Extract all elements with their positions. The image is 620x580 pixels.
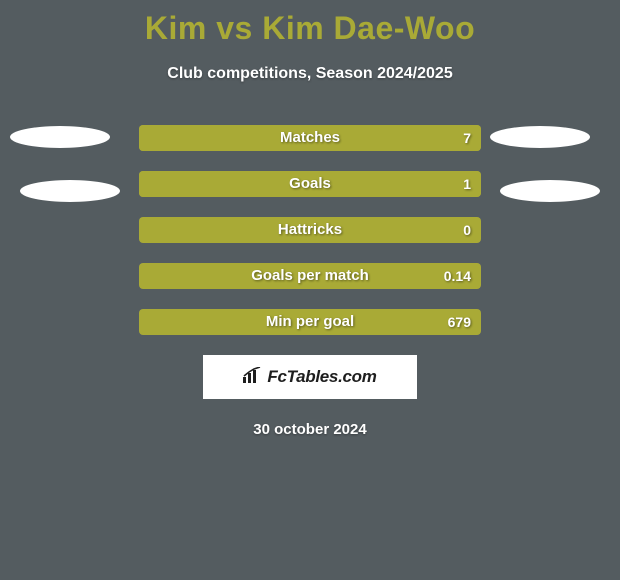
brand-label: FcTables.com bbox=[243, 367, 376, 388]
page-title: Kim vs Kim Dae-Woo bbox=[0, 0, 620, 47]
stat-value-right: 1 bbox=[463, 171, 471, 197]
comparison-card: Kim vs Kim Dae-Woo Club competitions, Se… bbox=[0, 0, 620, 580]
brand-box: FcTables.com bbox=[203, 355, 417, 399]
stat-label: Goals bbox=[139, 171, 481, 197]
stat-row: Hattricks 0 bbox=[139, 217, 481, 243]
chart-icon bbox=[243, 367, 263, 388]
stat-label: Matches bbox=[139, 125, 481, 151]
stat-row: Min per goal 679 bbox=[139, 309, 481, 335]
stat-label: Goals per match bbox=[139, 263, 481, 289]
stat-row: Goals 1 bbox=[139, 171, 481, 197]
stat-label: Hattricks bbox=[139, 217, 481, 243]
subtitle: Club competitions, Season 2024/2025 bbox=[0, 65, 620, 83]
stat-row: Matches 7 bbox=[139, 125, 481, 151]
stat-value-right: 0.14 bbox=[444, 263, 471, 289]
stat-row: Goals per match 0.14 bbox=[139, 263, 481, 289]
stat-value-right: 7 bbox=[463, 125, 471, 151]
stat-value-right: 0 bbox=[463, 217, 471, 243]
stat-value-right: 679 bbox=[448, 309, 471, 335]
brand-text: FcTables.com bbox=[267, 367, 376, 387]
stats-list: Matches 7 Goals 1 Hattricks 0 Goals per … bbox=[0, 125, 620, 335]
date-line: 30 october 2024 bbox=[0, 421, 620, 438]
stat-label: Min per goal bbox=[139, 309, 481, 335]
